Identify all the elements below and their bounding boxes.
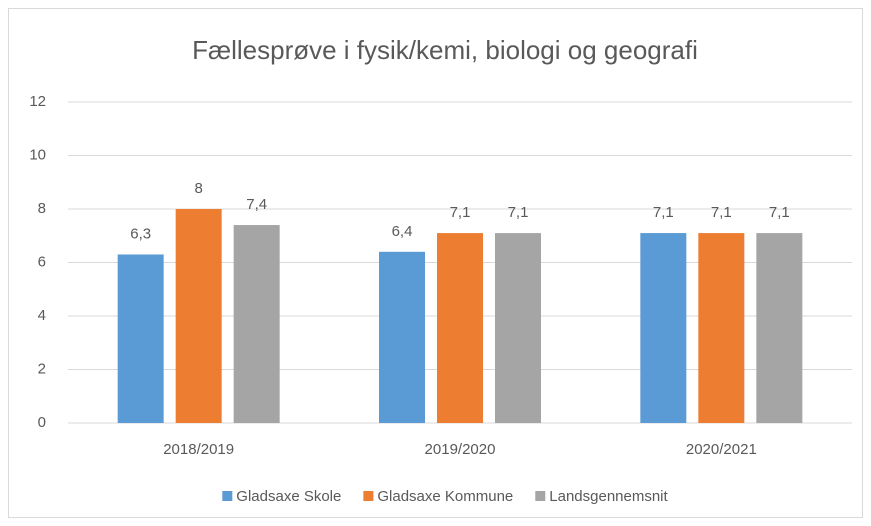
y-tick-label: 8 <box>38 200 46 217</box>
legend-label: Landsgennemsnit <box>549 488 668 505</box>
bar <box>117 254 164 423</box>
data-label: 6,4 <box>392 223 413 240</box>
bar <box>379 251 425 423</box>
legend-label: Gladsaxe Kommune <box>377 488 513 505</box>
y-tick-label: 4 <box>38 307 46 324</box>
y-tick-label: 2 <box>38 360 46 377</box>
x-tick-label: 2020/2021 <box>686 441 757 458</box>
data-label: 7,1 <box>711 204 732 221</box>
bar <box>756 233 803 423</box>
bar <box>233 225 280 423</box>
y-tick-label: 10 <box>29 146 46 163</box>
bar <box>437 233 483 423</box>
data-label: 7,1 <box>769 204 790 221</box>
bar <box>698 233 745 423</box>
data-label: 7,4 <box>246 196 267 213</box>
y-tick-label: 6 <box>38 253 46 270</box>
legend-swatch <box>222 491 233 501</box>
x-tick-label: 2019/2020 <box>425 441 496 458</box>
x-tick-label: 2018/2019 <box>163 441 234 458</box>
bar <box>175 209 222 423</box>
legend-label: Gladsaxe Skole <box>236 488 341 505</box>
chart-title: Fællesprøve i fysik/kemi, biologi og geo… <box>192 35 698 65</box>
data-label: 8 <box>194 180 202 197</box>
legend-swatch <box>535 491 546 501</box>
bar <box>640 233 687 423</box>
bar <box>495 233 541 423</box>
data-label: 7,1 <box>653 204 674 221</box>
legend-swatch <box>363 491 374 501</box>
data-label: 6,3 <box>130 225 151 242</box>
data-label: 7,1 <box>508 204 529 221</box>
y-tick-label: 12 <box>29 93 46 110</box>
y-tick-label: 0 <box>38 414 46 431</box>
data-label: 7,1 <box>450 204 471 221</box>
